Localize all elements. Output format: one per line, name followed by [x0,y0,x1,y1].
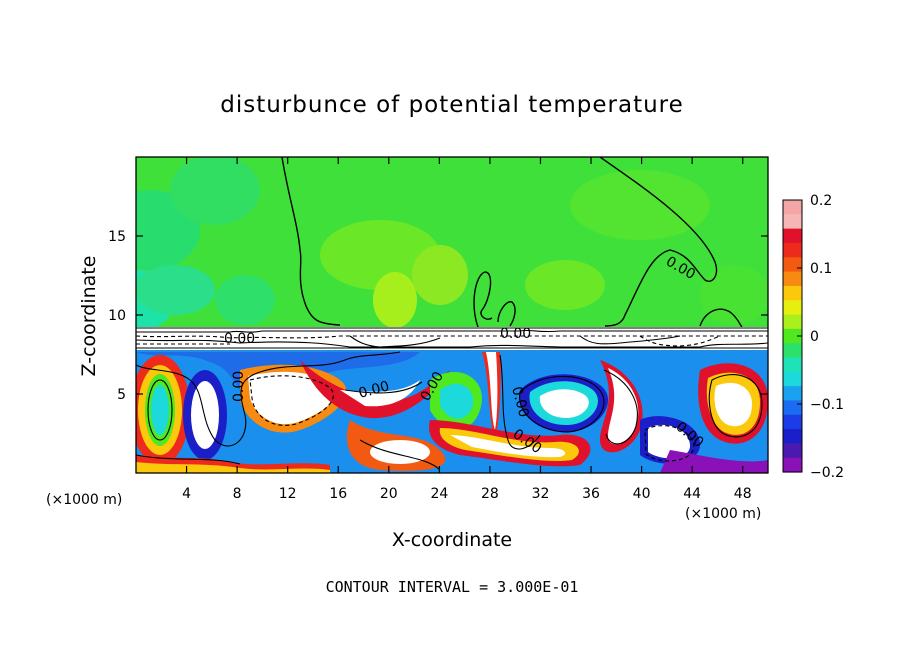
plot-area: 0.00 0.00 0.00 0.00 0.00 0.00 0.00 0.00 … [136,157,768,473]
contour-label: 0.00 [231,371,247,402]
colorbar-tick-label: 0.1 [810,261,832,277]
upper-contours [281,157,743,328]
y-tick-label: 5 [117,387,126,403]
colorbar-tick-label: 0.2 [810,193,832,209]
contour-label: 0.00 [357,378,391,402]
colorbar-swatch [783,300,802,316]
contour-labels: 0.00 0.00 0.00 0.00 0.00 0.00 0.00 0.00 … [224,254,707,458]
colorbar-swatch [783,228,802,244]
colorbar-tick-label: −0.2 [810,465,844,481]
contour-label: 0.00 [224,331,255,347]
colorbar-swatch [783,285,802,301]
y-axis: 5 10 15 [108,229,768,403]
x-tick-label: 28 [481,486,499,502]
x-tick-label: 40 [633,486,651,502]
colorbar-tick-label: −0.1 [810,397,844,413]
colorbar [783,200,802,473]
colorbar-swatch [783,357,802,373]
colorbar-swatch [783,457,802,473]
x-axis-label: X-coordinate [392,529,512,551]
contour-label: 0.00 [500,326,531,342]
x-tick-label: 44 [683,486,701,502]
y-tick-label: 15 [108,229,126,245]
colorbar-swatch [783,257,802,273]
x-tick-label: 8 [233,486,242,502]
chart-title: disturbunce of potential temperature [220,92,684,118]
y-unit-label: (×1000 m) [685,506,761,522]
x-tick-label: 16 [329,486,347,502]
x-tick-label: 48 [734,486,752,502]
x-tick-label: 32 [532,486,550,502]
y-tick-label: 10 [108,308,126,324]
contour-label: 0.00 [508,385,532,419]
colorbar-ticks: 0.2 0.1 0 −0.1 −0.2 [797,193,844,481]
inversion-contours [136,327,768,349]
x-tick-label: 4 [182,486,191,502]
colorbar-swatch [783,414,802,430]
colorbar-swatch [783,429,802,444]
x-tick-label: 20 [380,486,398,502]
colorbar-swatch [783,214,802,230]
y-axis-label: Z-coordinate [78,256,100,377]
x-tick-label: 12 [279,486,297,502]
lower-contours [136,351,763,471]
x-unit-label: (×1000 m) [46,492,122,508]
x-tick-label: 36 [582,486,600,502]
x-tick-label: 24 [430,486,448,502]
colorbar-swatch [783,400,802,416]
colorbar-tick-label: 0 [810,329,819,345]
colorbar-swatch [783,271,802,287]
x-axis: 4 8 12 16 20 24 28 32 36 40 44 48 [182,157,752,502]
colorbar-swatch [783,242,802,258]
colorbar-swatch [783,371,802,387]
colorbar-swatch [783,328,802,344]
upper-field-patches [136,157,768,327]
colorbar-swatch [783,200,802,215]
colorbar-swatch [783,314,802,330]
colorbar-swatch [783,443,802,459]
contour-interval-note: CONTOUR INTERVAL = 3.000E-01 [326,578,579,596]
colorbar-swatch [783,386,802,402]
colorbar-swatch [783,343,802,359]
